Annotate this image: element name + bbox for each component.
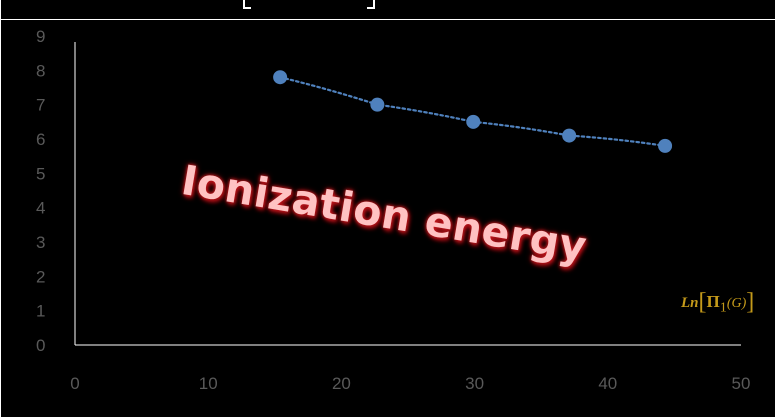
- x-tick-label: 0: [70, 374, 79, 393]
- x-axis-label-open-bracket: [: [698, 289, 707, 315]
- x-axis-label-ln: Ln: [681, 295, 699, 311]
- x-axis-label-pi-subscript: 1: [719, 299, 727, 316]
- y-tick-label: 0: [36, 336, 45, 355]
- y-tick-label: 2: [36, 267, 45, 286]
- y-tick-label: 4: [36, 199, 45, 218]
- y-tick-label: 3: [36, 233, 45, 252]
- y-tick-label: 1: [36, 302, 45, 321]
- y-tick-label: 8: [36, 61, 45, 80]
- data-point: [562, 128, 577, 143]
- trendline: [279, 76, 667, 147]
- data-point: [370, 97, 385, 112]
- left-bracket-decoration: [243, 0, 251, 9]
- x-axis-label: Ln[Π1(G)]: [681, 289, 754, 316]
- y-tick-label: 7: [36, 96, 45, 115]
- x-tick-label: 50: [732, 374, 751, 393]
- top-border: [0, 0, 776, 20]
- x-axis-label-close-bracket: ]: [746, 289, 755, 315]
- x-tick-label: 20: [332, 374, 351, 393]
- data-point: [273, 70, 288, 85]
- data-point: [466, 114, 481, 129]
- right-bracket-decoration: [367, 0, 375, 9]
- x-tick-label: 40: [598, 374, 617, 393]
- data-point: [658, 138, 673, 153]
- x-tick-label: 10: [199, 374, 218, 393]
- x-axis-label-arg: (G): [726, 296, 747, 311]
- y-tick-label: 5: [36, 164, 45, 183]
- x-tick-label: 30: [465, 374, 484, 393]
- y-tick-label: 9: [36, 27, 45, 46]
- y-tick-label: 6: [36, 130, 45, 149]
- x-axis-label-pi: Π: [706, 292, 720, 311]
- left-border: [0, 0, 1, 417]
